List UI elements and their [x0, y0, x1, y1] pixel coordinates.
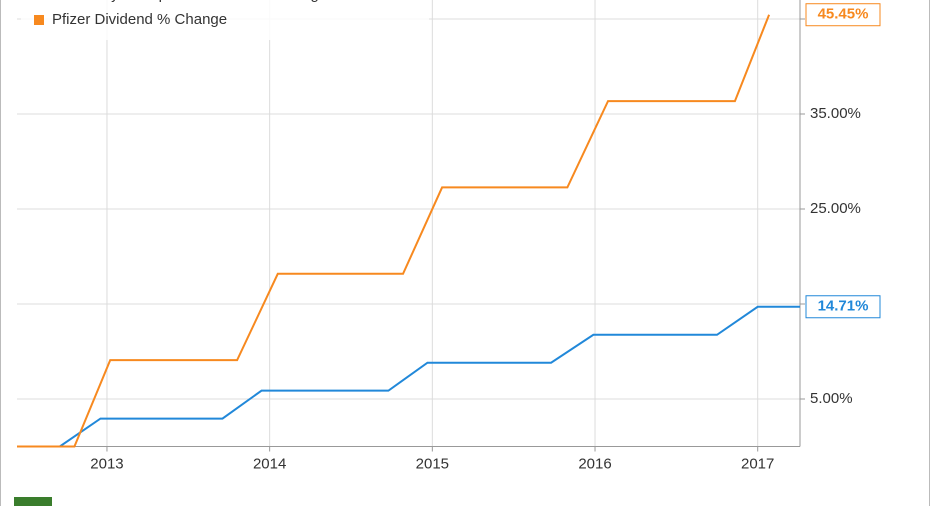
x-tick-label: 2013 — [90, 455, 123, 472]
legend-label: Bristol-Myers Squibb Dividend % Change — [52, 0, 327, 3]
legend-box — [21, 0, 429, 40]
value-box — [805, 3, 881, 27]
x-tick-label: 2017 — [741, 455, 774, 472]
series-line — [17, 14, 771, 448]
x-tick-label: 2015 — [416, 455, 449, 472]
legend-label: Pfizer Dividend % Change — [52, 11, 227, 28]
value-label: 45.45% — [818, 6, 869, 23]
y-tick-label: 5.00% — [810, 390, 853, 407]
legend-swatch — [34, 15, 44, 25]
plot-area — [17, 0, 800, 447]
x-tick-label: 2014 — [253, 455, 286, 472]
y-tick-label: 25.00% — [810, 200, 861, 217]
y-tick-label: 35.00% — [810, 105, 861, 122]
series-line — [17, 305, 800, 448]
x-tick-label: 2016 — [578, 455, 611, 472]
value-box — [805, 295, 881, 319]
value-label: 14.71% — [818, 298, 869, 315]
logo — [14, 497, 52, 506]
